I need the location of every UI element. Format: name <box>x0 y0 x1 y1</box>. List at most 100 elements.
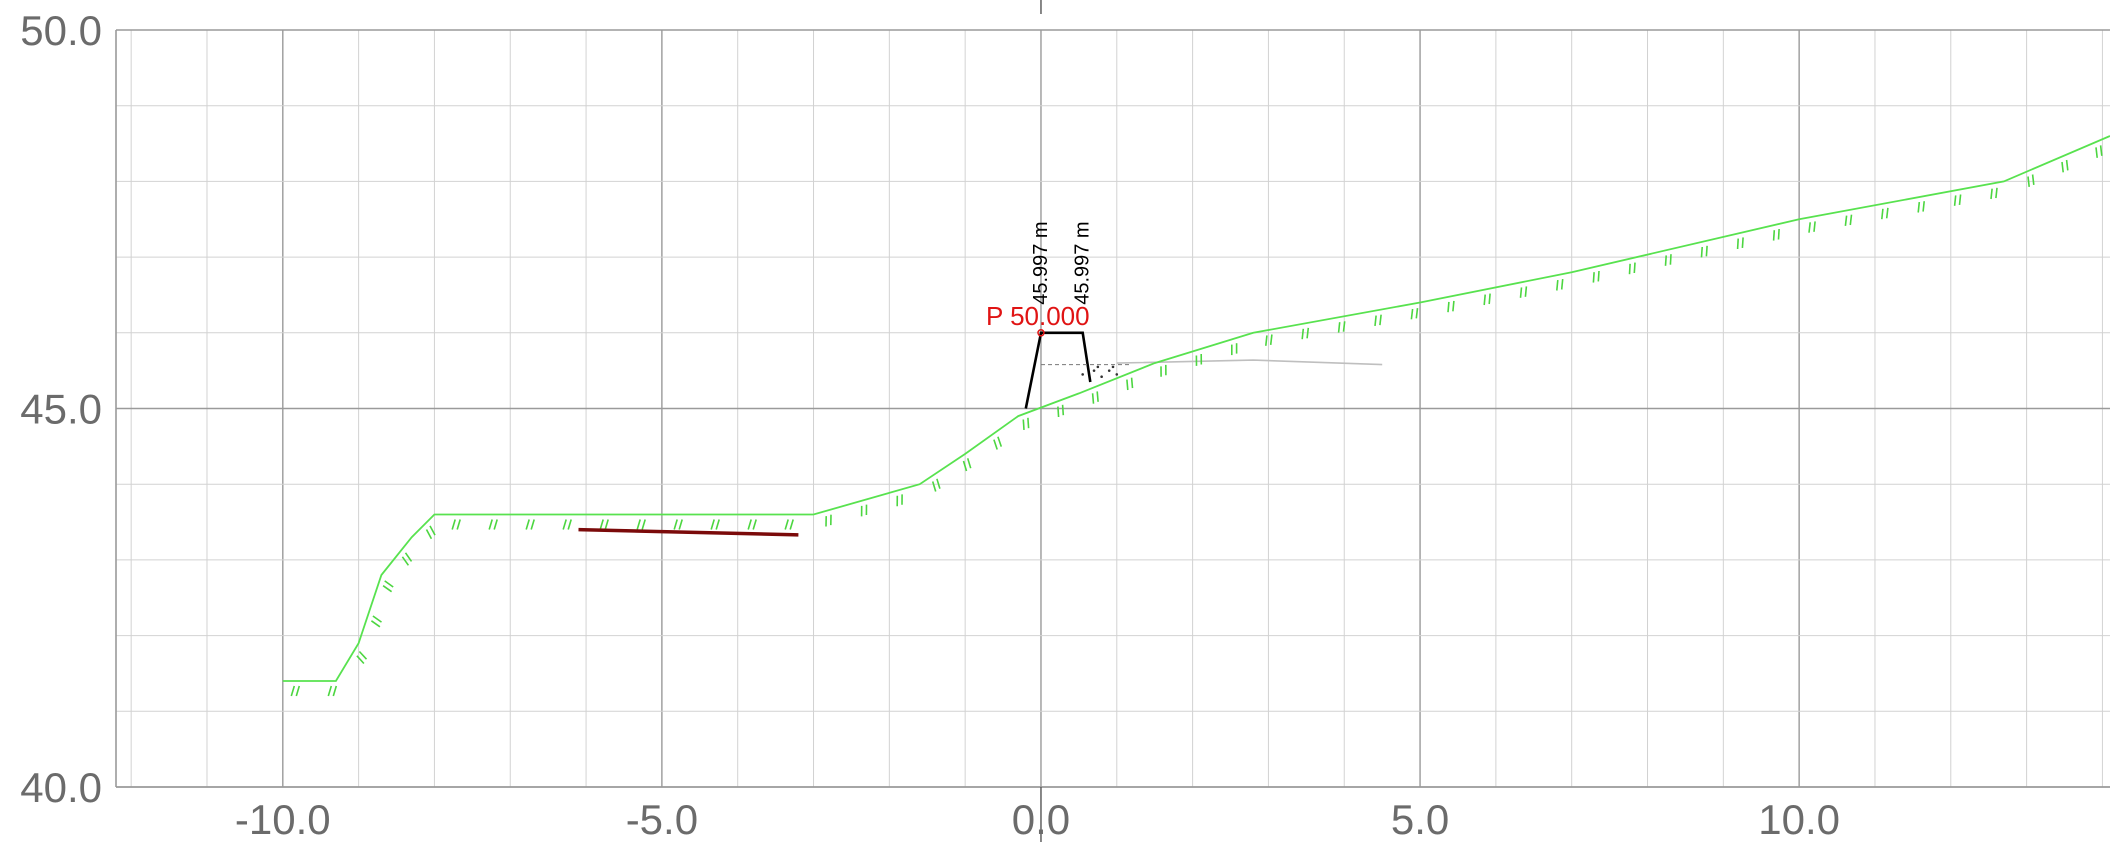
pipe-line <box>578 527 799 537</box>
hatch-mark <box>1519 287 1523 298</box>
hatch-mark <box>295 685 301 697</box>
hatch-mark <box>752 519 757 530</box>
fill-dot <box>1096 365 1100 369</box>
hatch-mark <box>1306 327 1310 339</box>
hatch-mark <box>1057 406 1060 418</box>
hatch-mark <box>1556 280 1559 291</box>
hatch-mark <box>1917 202 1921 213</box>
hatch-mark <box>673 519 678 530</box>
existing-line <box>1116 359 1383 366</box>
hatch-mark <box>678 519 683 530</box>
hatch-mark <box>1705 245 1708 257</box>
dimension-label: 45.997 m <box>1072 221 1094 304</box>
hatch-mark <box>715 519 720 530</box>
hatch-mark <box>327 685 333 697</box>
hatch-mark <box>1844 215 1848 226</box>
hatch-mark <box>356 655 365 665</box>
hatch-mark <box>1560 279 1564 290</box>
hatch-mark <box>1592 272 1595 283</box>
hatch-mark <box>1091 393 1095 404</box>
hatch-mark <box>993 439 998 450</box>
hatch-mark <box>1452 300 1455 312</box>
hatch-mark <box>789 519 794 530</box>
hatch-mark <box>372 615 382 623</box>
hatch-mark <box>2099 145 2103 156</box>
ground-line <box>282 135 2110 682</box>
hatch-mark <box>1488 293 1491 305</box>
hatch-mark <box>425 529 433 540</box>
hatch-mark <box>784 519 789 530</box>
hatch-mark <box>1995 187 1998 199</box>
hatch-mark <box>1772 230 1776 241</box>
hatch-mark <box>382 585 393 593</box>
hatch-mark <box>936 478 941 489</box>
fill-dot <box>1081 373 1084 376</box>
hatch-mark <box>1953 195 1957 206</box>
hatch-mark <box>599 519 604 530</box>
hatch-mark <box>1885 207 1889 219</box>
hatch-mark <box>2095 147 2098 158</box>
hatch-mark <box>404 552 413 562</box>
hatch-mark <box>1736 238 1739 250</box>
hatch-mark <box>931 481 937 492</box>
hatch-mark <box>1813 221 1816 232</box>
hatch-mark <box>1669 254 1672 265</box>
grid <box>116 29 2110 788</box>
point-marker-label: P 50.000 <box>986 301 1090 331</box>
hatch-mark <box>530 519 535 530</box>
fill-dot <box>1115 373 1119 376</box>
x-tick-label: -10.0 <box>235 796 331 842</box>
hatch-mark <box>525 519 530 530</box>
hatch-mark <box>562 519 567 530</box>
hatch-mark <box>456 519 461 530</box>
hatch-mark <box>1027 417 1030 429</box>
hatch-mark <box>966 458 972 469</box>
hatch-mark <box>1337 322 1341 333</box>
hatch-mark <box>1628 263 1631 275</box>
point-marker <box>1037 329 1045 337</box>
hatch-mark <box>2065 159 2069 171</box>
x-tick-label: 5.0 <box>1391 796 1449 842</box>
hatch-mark <box>1415 308 1419 319</box>
hatch-mark <box>1958 194 1962 205</box>
hatch-mark <box>2061 161 2064 173</box>
hatch-mark <box>1126 379 1129 391</box>
y-tick-label: 45.0 <box>20 386 102 433</box>
hatch-mark <box>1741 237 1744 248</box>
hatch-mark <box>358 650 368 660</box>
y-tick-label: 50.0 <box>20 7 102 54</box>
hatch-mark <box>1374 315 1377 326</box>
hatch-mark <box>710 519 715 530</box>
hatch-mark <box>604 519 609 530</box>
hatch-mark <box>747 519 752 530</box>
hatch-mark <box>290 685 296 697</box>
hatch-mark <box>1524 286 1528 297</box>
hatch-mark <box>1379 314 1382 326</box>
hatch-mark <box>1130 377 1134 389</box>
hatch-mark <box>1808 222 1811 233</box>
hatch-mark <box>1777 228 1780 240</box>
hatch-mark <box>962 460 968 472</box>
section-outline-line <box>1024 331 1092 409</box>
hatch-mark <box>2027 176 2030 187</box>
hatch-mark <box>1990 188 1993 200</box>
hatch-mark <box>332 685 338 697</box>
hatch-mark <box>997 436 1003 447</box>
hatch-mark <box>1410 308 1414 320</box>
fill-dot <box>1107 369 1111 372</box>
hatch-mark <box>1700 246 1703 258</box>
x-tick-label: 10.0 <box>1758 796 1840 842</box>
hatch-mark <box>1849 214 1853 226</box>
hatch-mark <box>451 519 456 530</box>
hatch-mark <box>401 556 410 566</box>
hatch-mark <box>384 580 394 588</box>
x-tick-label: 0.0 <box>1012 796 1070 842</box>
ground-hatching <box>290 145 2103 697</box>
y-tick-label: 40.0 <box>20 764 102 811</box>
hatch-mark <box>1269 334 1273 345</box>
fill-dot <box>1111 365 1115 369</box>
hatch-mark <box>1096 391 1099 402</box>
hatch-mark <box>1664 255 1667 266</box>
